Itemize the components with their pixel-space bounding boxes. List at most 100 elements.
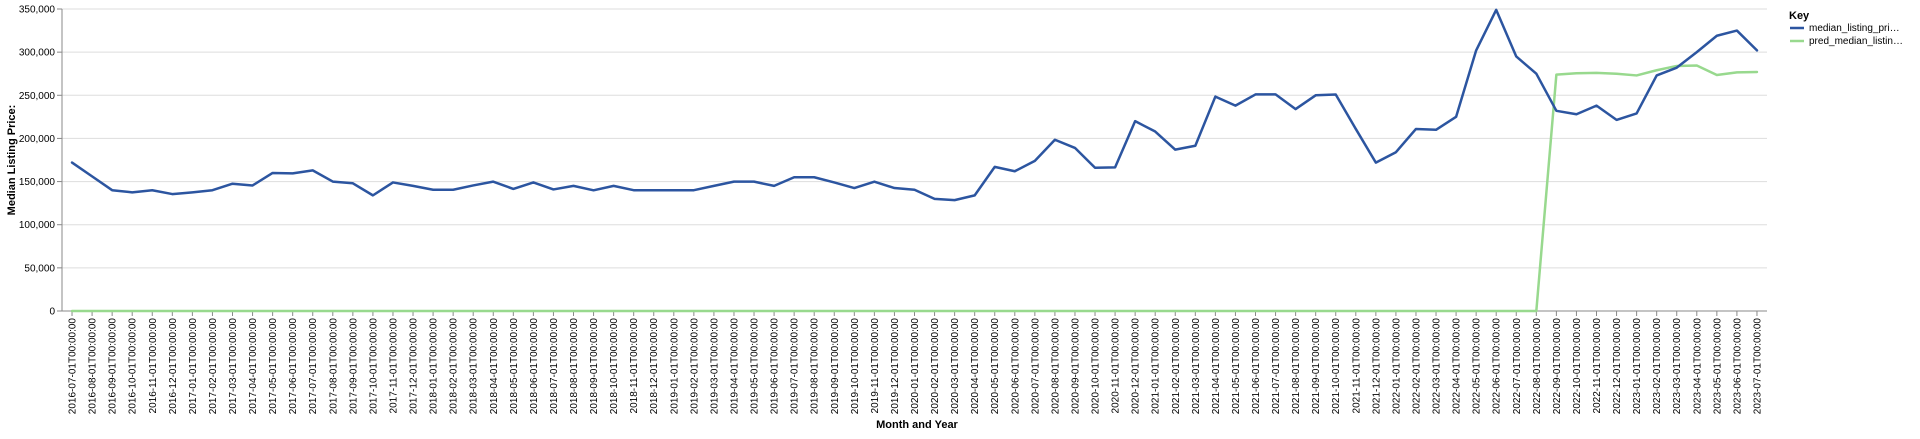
x-tick-label: 2019-05-01T00:00:00 (750, 318, 761, 415)
x-tick-label: 2017-11-01T00:00:00 (388, 318, 399, 414)
x-tick-label: 2021-04-01T00:00:00 (1211, 318, 1222, 415)
x-tick-label: 2016-07-01T00:00:00 (68, 318, 79, 415)
x-tick-label: 2020-01-01T00:00:00 (910, 318, 921, 415)
y-tick-label: 350,000 (19, 5, 56, 16)
x-tick-label: 2017-05-01T00:00:00 (268, 318, 279, 415)
x-tick-label: 2021-11-01T00:00:00 (1351, 318, 1362, 414)
x-tick-label: 2022-06-01T00:00:00 (1492, 318, 1503, 415)
x-tick-label: 2016-12-01T00:00:00 (168, 318, 179, 415)
y-tick-label: 50,000 (24, 263, 55, 274)
legend-item-label: median_listing_pri… (1809, 23, 1900, 34)
x-tick-label: 2023-02-01T00:00:00 (1652, 318, 1663, 415)
x-tick-label: 2023-01-01T00:00:00 (1632, 318, 1643, 415)
x-tick-label: 2018-09-01T00:00:00 (589, 318, 600, 415)
x-tick-label: 2022-08-01T00:00:00 (1532, 318, 1543, 415)
x-tick-label: 2020-12-01T00:00:00 (1131, 318, 1142, 415)
y-tick-label: 250,000 (19, 91, 56, 102)
x-tick-label: 2017-09-01T00:00:00 (348, 318, 359, 415)
x-tick-label: 2022-11-01T00:00:00 (1592, 318, 1603, 414)
x-tick-label: 2021-03-01T00:00:00 (1191, 318, 1202, 415)
x-tick-label: 2016-10-01T00:00:00 (128, 318, 139, 415)
x-tick-label: 2018-08-01T00:00:00 (569, 318, 580, 415)
y-tick-label: 150,000 (19, 177, 56, 188)
legend-title: Key (1789, 10, 1810, 22)
x-tick-label: 2021-01-01T00:00:00 (1151, 318, 1162, 415)
axes (57, 8, 1767, 316)
legend: Key median_listing_pri… pred_median_listi… (1789, 10, 1903, 47)
x-tick-label: 2019-03-01T00:00:00 (709, 318, 720, 415)
y-tick-label: 200,000 (19, 134, 56, 145)
x-tick-label: 2020-02-01T00:00:00 (930, 318, 941, 415)
y-axis-title: Median Listing Price: (6, 105, 18, 216)
x-tick-label: 2021-09-01T00:00:00 (1311, 318, 1322, 415)
x-tick-label: 2017-03-01T00:00:00 (228, 318, 239, 415)
x-tick-label: 2017-10-01T00:00:00 (368, 318, 379, 415)
x-tick-label: 2020-07-01T00:00:00 (1030, 318, 1041, 415)
x-tick-label: 2019-10-01T00:00:00 (850, 318, 861, 415)
x-tick-label: 2018-06-01T00:00:00 (529, 318, 540, 415)
x-tick-label: 2021-06-01T00:00:00 (1251, 318, 1262, 415)
x-tick-label: 2023-06-01T00:00:00 (1732, 318, 1743, 415)
x-tick-label: 2022-07-01T00:00:00 (1512, 318, 1523, 415)
y-tick-label: 300,000 (19, 48, 56, 59)
series (70, 8, 1759, 313)
x-tick-label: 2022-01-01T00:00:00 (1391, 318, 1402, 415)
x-tick-label: 2022-12-01T00:00:00 (1612, 318, 1623, 415)
x-tick-label: 2019-12-01T00:00:00 (890, 318, 901, 415)
x-tick-label: 2016-09-01T00:00:00 (108, 318, 119, 415)
x-axis-title: Month and Year (876, 419, 958, 431)
x-tick-label: 2020-06-01T00:00:00 (1010, 318, 1021, 415)
x-tick-label: 2019-07-01T00:00:00 (790, 318, 801, 415)
x-tick-label: 2021-12-01T00:00:00 (1371, 318, 1382, 415)
x-tick-label: 2019-06-01T00:00:00 (770, 318, 781, 415)
x-tick-label: 2019-11-01T00:00:00 (870, 318, 881, 414)
x-tick-label: 2022-09-01T00:00:00 (1552, 318, 1563, 415)
x-tick-label: 2023-07-01T00:00:00 (1752, 318, 1763, 415)
x-tick-label: 2017-01-01T00:00:00 (188, 318, 199, 415)
x-tick-label: 2022-03-01T00:00:00 (1432, 318, 1443, 415)
x-tick-label: 2018-03-01T00:00:00 (469, 318, 480, 415)
legend-item-label: pred_median_listin… (1809, 36, 1903, 47)
x-tick-label: 2020-08-01T00:00:00 (1050, 318, 1061, 415)
x-tick-label: 2016-11-01T00:00:00 (148, 318, 159, 414)
x-tick-label: 2019-01-01T00:00:00 (669, 318, 680, 415)
x-tick-label: 2018-07-01T00:00:00 (549, 318, 560, 415)
x-tick-label: 2021-05-01T00:00:00 (1231, 318, 1242, 415)
y-tick-label: 100,000 (19, 220, 56, 231)
x-tick-label: 2018-01-01T00:00:00 (429, 318, 440, 415)
x-tick-label: 2018-12-01T00:00:00 (649, 318, 660, 415)
y-tick-label: 0 (49, 307, 55, 318)
x-tick-label: 2017-02-01T00:00:00 (208, 318, 219, 415)
x-tick-label: 2020-03-01T00:00:00 (950, 318, 961, 415)
x-tick-label: 2017-04-01T00:00:00 (248, 318, 259, 415)
x-tick-label: 2017-07-01T00:00:00 (308, 318, 319, 415)
x-tick-label: 2020-11-01T00:00:00 (1111, 318, 1122, 414)
x-tick-label: 2019-04-01T00:00:00 (729, 318, 740, 415)
x-tick-label: 2022-02-01T00:00:00 (1411, 318, 1422, 415)
series-line-pred-median-listing-price (70, 64, 1759, 313)
x-tick-label: 2023-04-01T00:00:00 (1692, 318, 1703, 415)
x-tick-label: 2021-10-01T00:00:00 (1331, 318, 1342, 415)
x-tick-label: 2016-08-01T00:00:00 (88, 318, 99, 415)
x-tick-label: 2019-02-01T00:00:00 (689, 318, 700, 415)
x-tick-label: 2018-05-01T00:00:00 (509, 318, 520, 415)
x-tick-label: 2020-04-01T00:00:00 (970, 318, 981, 415)
x-tick-label: 2020-09-01T00:00:00 (1070, 318, 1081, 415)
x-tick-label: 2017-06-01T00:00:00 (288, 318, 299, 415)
x-tick-label: 2018-10-01T00:00:00 (609, 318, 620, 415)
x-tick-labels: 2016-07-01T00:00:00 2016-08-01T00:00:00 20… (68, 318, 1764, 415)
grid (62, 8, 1767, 312)
x-tick-label: 2023-05-01T00:00:00 (1712, 318, 1723, 415)
x-tick-label: 2020-05-01T00:00:00 (990, 318, 1001, 415)
legend-items: median_listing_pri… pred_median_listin… (1790, 23, 1903, 47)
x-tick-label: 2019-08-01T00:00:00 (810, 318, 821, 415)
x-tick-label: 2023-03-01T00:00:00 (1672, 318, 1683, 415)
x-tick-label: 2022-10-01T00:00:00 (1572, 318, 1583, 415)
x-tick-label: 2017-12-01T00:00:00 (409, 318, 420, 415)
x-tick-label: 2022-04-01T00:00:00 (1452, 318, 1463, 415)
x-tick-label: 2020-10-01T00:00:00 (1091, 318, 1102, 415)
x-tick-label: 2021-07-01T00:00:00 (1271, 318, 1282, 415)
x-tick-label: 2018-11-01T00:00:00 (629, 318, 640, 414)
